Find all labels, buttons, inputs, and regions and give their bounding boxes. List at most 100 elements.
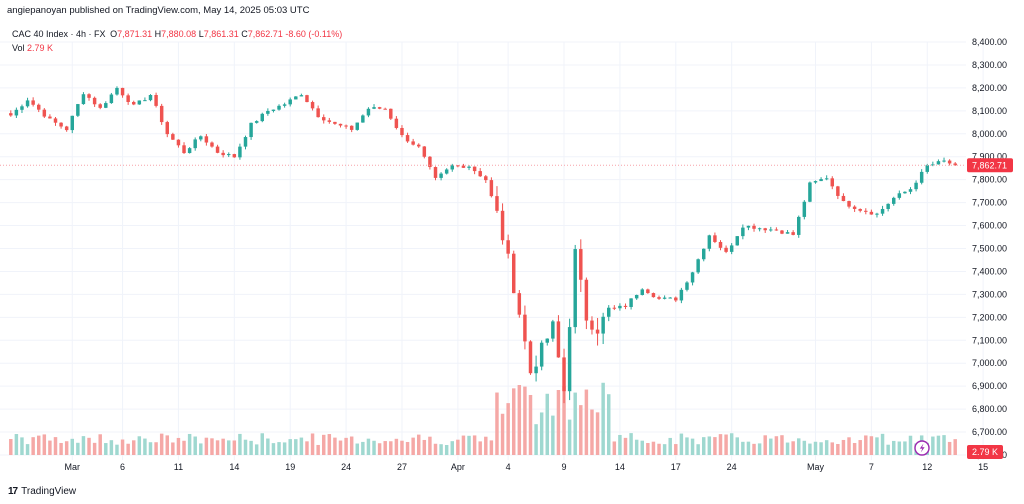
candle-body [238,146,242,158]
candle-body [847,201,851,207]
candle-body [165,122,169,135]
volume-bar [327,434,332,455]
volume-bar [76,442,80,455]
volume-bar [797,438,801,455]
volume-bar [433,443,438,455]
candle-body [288,99,292,105]
price-axis-label: 8,300.00 [972,60,1007,70]
candle-body [646,289,650,294]
candles [9,86,957,404]
time-axis[interactable]: Mar 6 11 14 19 24 27 Apr 4 9 14 17 24 May 7 12 15 [65,462,989,472]
candle-body [31,100,35,105]
volume-bar [277,442,281,455]
legend-high-value: 7,880.08 [161,29,197,39]
candle-body [327,120,332,122]
volume-bar [886,444,890,455]
price-axis[interactable]: 8,400.00 8,300.00 8,200.00 8,100.00 8,000.00… [972,37,1007,460]
candle-body [685,282,689,290]
lightning-icon[interactable] [914,440,930,456]
candle-body [836,186,840,196]
candle-body [735,236,739,246]
volume-bar [785,442,790,455]
volume-bar [204,437,209,455]
candle-body [875,213,879,215]
volume-bar [305,441,309,455]
time-axis-label: 19 [285,462,295,472]
candle-body [333,121,337,124]
grid [0,41,984,460]
candle-body [478,171,482,177]
candle-body [623,305,628,307]
candle-body [204,136,209,143]
volume-bar [819,442,823,455]
time-axis-label: 15 [978,462,988,472]
price-axis-label: 7,500.00 [972,244,1007,254]
candle-body [819,179,823,182]
volume-bar [847,437,851,455]
time-axis-label: Apr [451,462,465,472]
volume-bar [757,443,762,455]
candle-body [595,329,600,334]
candle-body [763,228,767,231]
volume-bar [724,434,728,455]
candle-body [383,108,387,110]
volume-bar [232,440,237,455]
volume-bar [294,439,298,455]
candle-body [757,228,762,230]
candle-body [702,248,706,260]
price-axis-label: 7,700.00 [972,198,1007,208]
volume-bar [662,444,667,455]
candle-body [791,232,795,235]
volume-bar [53,437,58,455]
candle-body [797,216,801,235]
time-axis-label: 12 [922,462,932,472]
candle-body [249,122,253,138]
candle-body [254,121,259,123]
volume-bar [221,438,225,455]
volume-bar [523,386,527,455]
volume-bar [377,443,382,455]
candle-body [187,148,192,154]
price-axis-label: 7,400.00 [972,266,1007,276]
volume-bar [98,434,102,455]
time-axis-label: 24 [341,462,351,472]
candle-body [277,105,281,110]
volume-bar [484,436,488,455]
volume-bar [573,392,577,455]
volume-bar [746,441,751,455]
volume-bar [104,443,108,455]
candle-body [70,115,74,131]
volume-bar [450,441,454,455]
volume-bar [892,440,896,455]
legend-volume-label[interactable]: Vol [12,43,25,53]
tradingview-brand[interactable]: 17 TradingView [8,486,76,497]
volume-bar [567,419,572,455]
legend-symbol[interactable]: CAC 40 Index · 4h · FX [12,29,106,39]
volume-bar [774,436,779,455]
volume-bar [729,433,734,455]
volume-bar [182,440,186,455]
candle-body [310,102,315,109]
volume-bar [903,441,907,455]
volume-bar [735,437,739,455]
volume-bar [322,434,326,455]
volume-bar [87,437,91,455]
volume-bar [690,438,695,455]
volume-bar [126,443,130,455]
candle-body [467,166,471,168]
volume-bar [64,441,69,455]
candle-body [199,136,203,140]
candle-body [372,107,376,109]
volume-bar [299,437,304,455]
volume-bar [629,433,633,455]
volume-bar [37,435,41,455]
price-axis-label: 8,100.00 [972,106,1007,116]
volume-bar [227,440,231,455]
time-axis-label: 17 [671,462,681,472]
volume-bar [143,438,147,455]
volume-bar [81,436,86,455]
volume-bar [539,412,544,455]
volume-bar [405,441,410,455]
volume-bar [199,443,203,455]
